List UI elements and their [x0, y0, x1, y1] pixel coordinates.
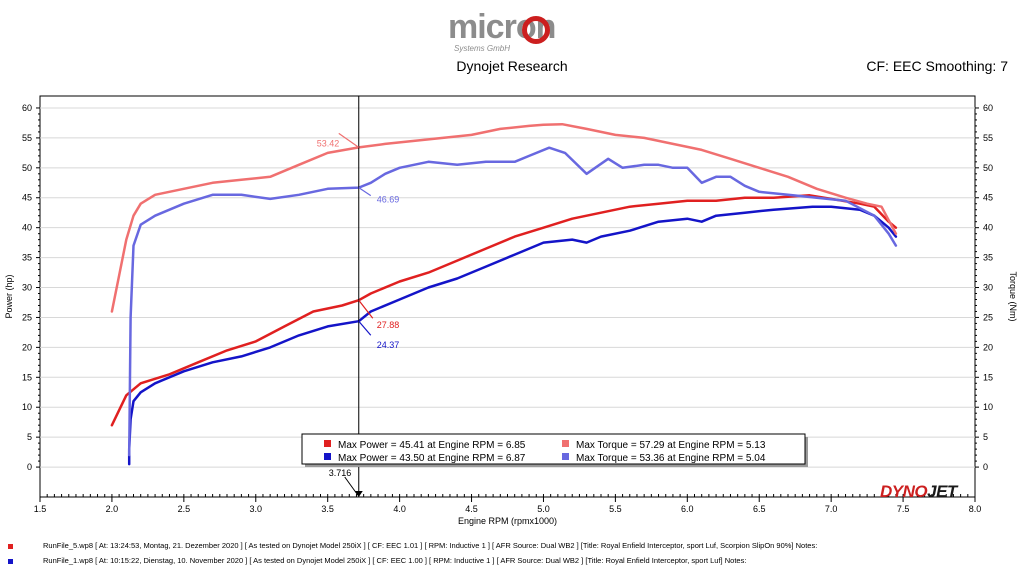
y-tick-label-left: 0: [27, 462, 32, 472]
y-tick-label-right: 50: [983, 163, 993, 173]
y-tick-label-left: 20: [22, 342, 32, 352]
legend-box: [301, 433, 806, 465]
series-line-2: [127, 205, 898, 466]
x-tick-label: 8.0: [969, 504, 982, 514]
y-tick-label-left: 30: [22, 283, 32, 293]
logo-ring-icon: [522, 16, 550, 44]
y-tick-label-left: 50: [22, 163, 32, 173]
y-axis-label-right: Torque (Nm): [1008, 271, 1018, 321]
y-tick-label-right: 35: [983, 253, 993, 263]
x-tick-label: 6.5: [753, 504, 766, 514]
x-axis-label: Engine RPM (rpmx1000): [458, 516, 557, 526]
y-tick-label-right: 15: [983, 372, 993, 382]
cursor-value-pointer: [338, 132, 360, 148]
x-tick-label: 4.0: [393, 504, 406, 514]
y-tick-label-right: 60: [983, 103, 993, 113]
x-tick-label: 1.5: [34, 504, 47, 514]
run-2-color-swatch: [8, 558, 13, 564]
y-tick-label-left: 60: [22, 103, 32, 113]
y-tick-label-left: 35: [22, 253, 32, 263]
y-tick-label-left: 45: [22, 193, 32, 203]
x-tick-label: 3.5: [321, 504, 334, 514]
series-line-3: [110, 122, 898, 313]
smoothing-label: CF: EEC Smoothing: 7: [866, 58, 1008, 74]
x-tick-label: 4.5: [465, 504, 478, 514]
cursor-value-label: 24.37: [377, 340, 400, 350]
y-tick-label-right: 10: [983, 402, 993, 412]
y-tick-label-left: 5: [27, 432, 32, 442]
legend-swatch: [562, 440, 569, 447]
run-file-1-info: RunFile_5.wp8 [ At: 13:24:53, Montag, 21…: [43, 541, 818, 550]
y-tick-label-left: 10: [22, 402, 32, 412]
cursor-value-label: 27.88: [377, 320, 400, 330]
y-tick-label-right: 5: [983, 432, 988, 442]
legend-entry: Max Power = 45.41 at Engine RPM = 6.85: [338, 440, 526, 451]
cursor-value-pointer: [358, 299, 374, 319]
y-tick-label-right: 55: [983, 133, 993, 143]
cursor-value-label: 46.69: [377, 195, 400, 205]
y-tick-label-right: 0: [983, 462, 988, 472]
cursor-value-pointer: [358, 187, 372, 197]
cursor-rpm-label: 3.716: [329, 468, 352, 478]
x-tick-label: 7.5: [897, 504, 910, 514]
x-tick-label: 6.0: [681, 504, 694, 514]
x-tick-label: 7.0: [825, 504, 838, 514]
run-1-color-swatch: [8, 543, 13, 549]
legend-entry: Max Torque = 53.36 at Engine RPM = 5.04: [576, 453, 766, 464]
logo-subtext: Systems GmbH: [454, 44, 511, 53]
x-tick-label: 5.0: [537, 504, 550, 514]
y-tick-label-right: 40: [983, 223, 993, 233]
x-tick-label: 3.0: [250, 504, 263, 514]
y-tick-label-right: 45: [983, 193, 993, 203]
y-tick-label-left: 40: [22, 223, 32, 233]
dynojet-brand: DYNOJET: [880, 482, 957, 502]
x-tick-label: 5.5: [609, 504, 622, 514]
brand-part-1: DYNO: [880, 482, 928, 501]
cursor-value-pointer: [358, 320, 372, 336]
chart-header-title: Dynojet Research: [456, 58, 568, 74]
legend-swatch: [324, 440, 331, 447]
y-axis-label-left: Power (hp): [4, 274, 14, 318]
y-tick-label-left: 25: [22, 312, 32, 322]
x-tick-label: 2.5: [178, 504, 191, 514]
x-tick-label: 2.0: [106, 504, 119, 514]
legend-entry: Max Power = 43.50 at Engine RPM = 6.87: [338, 453, 526, 464]
y-tick-label-left: 15: [22, 372, 32, 382]
brand-part-2: JET: [927, 482, 957, 501]
y-tick-label-right: 30: [983, 283, 993, 293]
legend-swatch: [324, 453, 331, 460]
series-line-4: [127, 146, 898, 457]
run-file-row-2: RunFile_1.wp8 [ At: 10:15:22, Dienstag, …: [8, 556, 746, 565]
y-tick-label-right: 25: [983, 312, 993, 322]
cursor-marker: [354, 491, 363, 497]
legend-entry: Max Torque = 57.29 at Engine RPM = 5.13: [576, 440, 766, 451]
y-tick-label-left: 55: [22, 133, 32, 143]
cursor-label-pointer: [344, 476, 359, 496]
run-file-row-1: RunFile_5.wp8 [ At: 13:24:53, Montag, 21…: [8, 541, 817, 550]
cursor-value-label: 53.42: [317, 138, 340, 148]
legend-swatch: [562, 453, 569, 460]
micron-logo: micron Systems GmbH: [448, 8, 580, 56]
y-tick-label-right: 20: [983, 342, 993, 352]
run-file-2-info: RunFile_1.wp8 [ At: 10:15:22, Dienstag, …: [43, 556, 747, 565]
